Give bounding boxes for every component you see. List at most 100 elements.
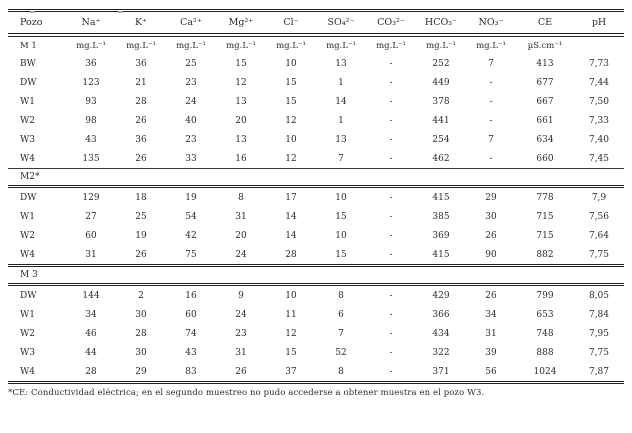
value-cell: 1 [338,115,344,126]
value-cell: 14 [285,211,297,222]
value-cell: 43 [85,134,97,145]
pozo-cell: DW [20,192,37,203]
pozo-cell: DW [20,77,37,88]
value-cell: 8 [238,192,244,203]
column-header: Cl⁻ [266,10,316,37]
value-cell: 8 [316,362,366,384]
value-cell: 8,05 [588,290,610,301]
value-cell: 369 [432,230,450,241]
pozo-cell: W2 [20,115,35,126]
value-cell: 24 [235,309,247,320]
value-cell: 10 [285,58,297,69]
value-cell: 15 [285,96,297,107]
value-cell: 10 [335,192,347,203]
value-cell: 23 [185,77,197,88]
table-row: DW 123 21 23 12 15 1 - 449 - 677 7,44 [8,73,624,92]
cropped-text-artifact [118,11,123,13]
value-cell: - [366,245,416,267]
value-cell: 74 [185,328,197,339]
value-cell: - [389,328,393,339]
value-cell: 12 [285,115,297,126]
value-cell: 17 [285,192,297,203]
value-cell: 26 [485,230,497,241]
value-cell: 42 [185,230,197,241]
table-row: W1 27 25 54 31 14 15 - 385 30 715 7,56 [8,207,624,226]
value-cell: - [389,309,393,320]
unit-cell: mg.L⁻¹ [176,40,206,51]
value-cell: 19 [185,192,197,203]
value-cell: 60 [85,230,97,241]
value-cell: 7,40 [588,134,610,145]
value-cell: 26 [485,290,497,301]
table-row: W2 46 28 74 23 12 7 - 434 31 748 7,95 [8,324,624,343]
section-label: M 1 [20,40,37,51]
value-cell: 12 [266,149,316,169]
value-cell: 24 [185,96,197,107]
value-cell: 34 [85,309,97,320]
section-label-row: M2* [8,168,624,188]
value-cell: 7,75 [588,347,610,358]
unit-cell: mg.L⁻¹ [126,40,156,51]
value-cell: 29 [485,192,497,203]
value-cell: 434 [432,328,450,339]
value-cell: 378 [432,96,450,107]
table-row: W3 43 36 23 13 10 13 - 254 7 634 7,40 [8,130,624,149]
unit-cell [574,35,624,54]
table-row: W4 31 26 75 24 28 15-415 90 882 7,75 [8,245,624,267]
value-cell: - [389,211,393,222]
value-cell: 778 [536,192,554,203]
value-cell: 31 [235,211,247,222]
value-cell: 1024 [516,362,574,384]
table-row: W2 98 26 40 20 12 1 - 441 - 661 7,33 [8,111,624,130]
value-cell: 43 [185,347,197,358]
value-cell: 31 [66,245,116,267]
value-cell: 13 [235,96,247,107]
value-cell: 7,64 [588,230,610,241]
value-cell: 441 [432,115,450,126]
value-cell: 7,75 [574,245,624,267]
value-cell: - [389,77,393,88]
value-cell: 123 [82,77,100,88]
pozo-cell: W2 [20,230,35,241]
value-cell: 15 [235,58,247,69]
unit-cell: mg.L⁻¹ [426,40,456,51]
footnote: *CE: Conductividad eléctrica; en el segu… [8,388,485,398]
section-label: M 3 [8,265,624,286]
value-cell: 371 [416,362,466,384]
value-cell: 19 [135,230,147,241]
value-cell: 10 [285,134,297,145]
value-cell: 30 [485,211,497,222]
value-cell: 9 [238,290,244,301]
pozo-cell: W1 [20,309,35,320]
column-header: SO₄²⁻ [316,10,366,37]
value-cell: 415 [416,245,466,267]
unit-cell: mg.L⁻¹ [326,40,356,51]
pozo-cell: W3 [20,134,35,145]
value-cell: 28 [266,245,316,267]
section-label: M2* [8,168,624,188]
value-cell: 254 [432,134,450,145]
value-cell: 20 [235,115,247,126]
value-cell: 27 [85,211,97,222]
value-cell: 15 [285,77,297,88]
table-row: W2 60 19 42 20 14 10 - 369 26 715 7,64 [8,226,624,245]
value-cell: 39 [485,347,497,358]
value-cell: 135 [66,149,116,169]
value-cell: 429 [432,290,450,301]
value-cell: 7,33 [588,115,610,126]
value-cell: 34 [485,309,497,320]
value-cell: 30 [135,309,147,320]
value-cell: 13 [335,58,347,69]
value-cell: 129 [82,192,100,203]
value-cell: 415 [432,192,450,203]
value-cell: 366 [432,309,450,320]
value-cell: 52 [335,347,347,358]
value-cell: 252 [432,58,450,69]
value-cell: 2 [138,290,144,301]
column-header: K⁺ [116,10,166,37]
value-cell: 14 [285,230,297,241]
value-cell: 30 [135,347,147,358]
value-cell: 28 [135,328,147,339]
water-quality-table: Pozo Na⁺ K⁺ Ca²⁺ Mg²⁺ Cl⁻ SO₄²⁻ CO₃²⁻ HCO₃⁻ NO₃⁻ C… [8,9,624,384]
unit-cell: µS.cm⁻¹ [527,40,563,51]
